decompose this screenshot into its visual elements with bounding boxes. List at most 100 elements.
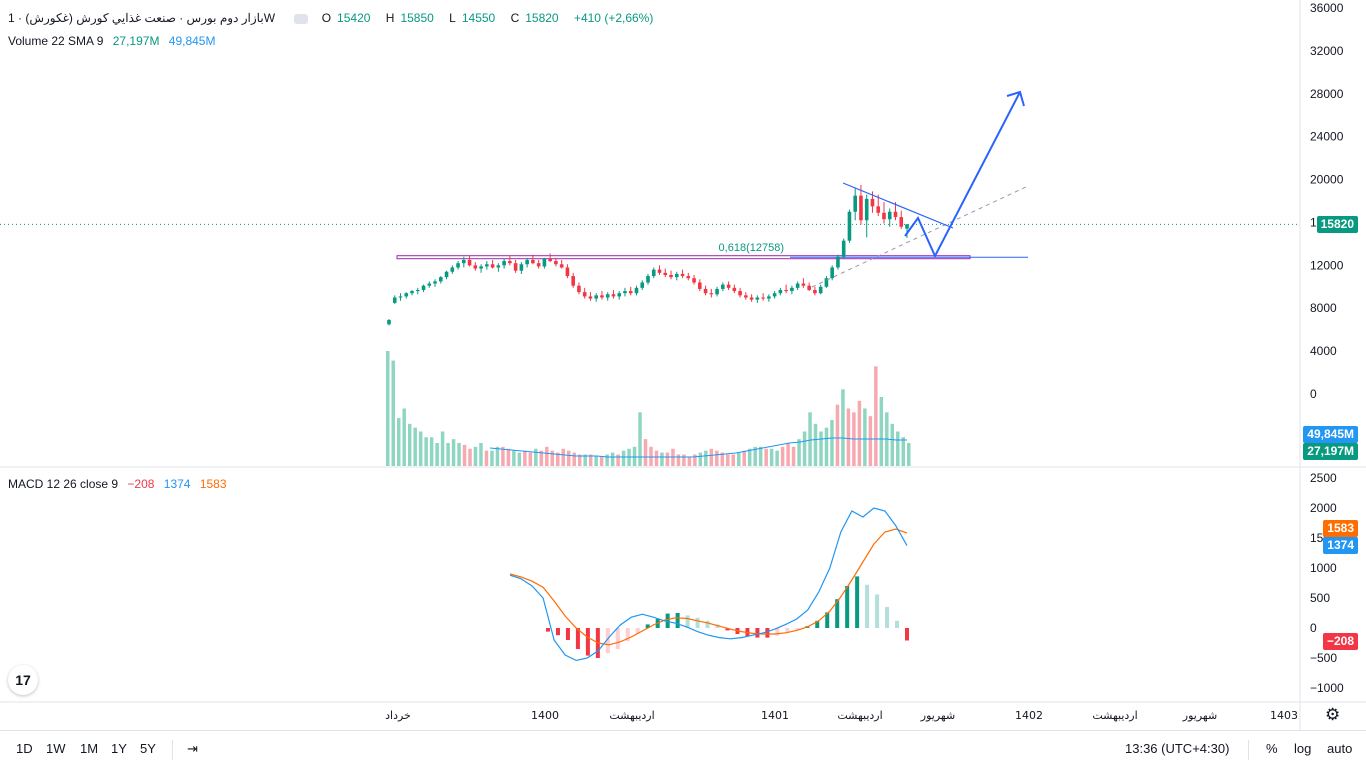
candle-body xyxy=(646,276,650,283)
volume-bar xyxy=(605,454,609,466)
volume-bar xyxy=(704,450,708,466)
macd-histogram-bar xyxy=(785,628,790,633)
auto-scale-toggle[interactable]: auto xyxy=(1327,741,1353,756)
macd-signal-value: 1583 xyxy=(199,477,227,491)
candle-body xyxy=(600,295,604,298)
volume-bar xyxy=(890,423,895,466)
volume-bar xyxy=(797,439,801,466)
settings-gear-icon[interactable]: ⚙ xyxy=(1325,705,1341,724)
volume-bar xyxy=(566,450,571,466)
candle-body xyxy=(548,258,552,262)
volume-bar xyxy=(896,431,900,466)
candle-body xyxy=(508,261,512,264)
volume-legend-value: 27,197M xyxy=(112,34,160,48)
volume-bar xyxy=(802,431,807,466)
timeframe-5y[interactable]: 5Y xyxy=(140,741,156,756)
candle-body xyxy=(617,293,622,297)
time-axis-label: شهريور xyxy=(920,709,955,722)
macd-hist-badge: −208 xyxy=(1322,633,1358,650)
candle-body xyxy=(674,273,679,278)
candle-body xyxy=(559,264,564,268)
volume-bar xyxy=(402,408,406,466)
candle-body xyxy=(456,263,460,268)
tradingview-logo[interactable]: 17 xyxy=(8,665,38,695)
volume-bar xyxy=(682,454,686,466)
candle-body xyxy=(663,272,668,275)
macd-axis-tick: −500 xyxy=(1310,651,1337,665)
macd-histogram-bar xyxy=(905,628,909,641)
candle-body xyxy=(605,294,610,298)
candle-body xyxy=(784,289,788,292)
price-axis-tick: 20000 xyxy=(1310,173,1344,187)
volume-bar xyxy=(835,404,840,466)
timeframe-1w[interactable]: 1W xyxy=(46,741,66,756)
legend-toggle-icon[interactable] xyxy=(294,13,309,24)
macd-axis-tick: 0 xyxy=(1310,621,1317,635)
candle-body xyxy=(709,293,714,295)
time-axis-label: ارديبهشت xyxy=(609,709,654,722)
symbol-title[interactable]: بازار دوم بورس · صنعت غذايي كورش (غكورش)… xyxy=(8,11,276,25)
candle-body xyxy=(651,269,656,277)
volume-bar xyxy=(424,437,428,466)
volume-bar xyxy=(764,448,768,466)
volume-bar xyxy=(506,448,511,466)
candle-body xyxy=(473,265,478,269)
volume-bar xyxy=(665,452,670,466)
volume-bar xyxy=(545,446,549,466)
volume-bar xyxy=(693,454,697,466)
macd-axis-tick: 1000 xyxy=(1310,561,1337,575)
volume-bar xyxy=(468,448,472,466)
macd-histogram-bar xyxy=(585,628,590,656)
candle-body xyxy=(565,267,570,277)
volume-bar xyxy=(490,450,494,466)
price-axis-tick: 32000 xyxy=(1310,44,1344,58)
candle-body xyxy=(531,259,535,264)
macd-legend[interactable]: MACD 12 26 close 9 −208 1374 1583 xyxy=(8,476,233,492)
timeframe-1y[interactable]: 1Y xyxy=(111,741,127,756)
candle-body xyxy=(864,198,869,221)
candle-body xyxy=(392,297,397,303)
volume-legend[interactable]: Volume 22 SMA 9 27,197M 49,845M xyxy=(8,33,221,49)
timeframe-1m[interactable]: 1M xyxy=(80,741,99,756)
volume-bar xyxy=(808,412,812,466)
volume-bar xyxy=(512,450,516,466)
candle-body xyxy=(882,212,886,220)
ohlc-open: O 15420 xyxy=(321,11,371,25)
timeframe-1d[interactable]: 1D xyxy=(16,741,33,756)
candle-body xyxy=(859,195,863,221)
descending-trendline xyxy=(842,182,954,229)
macd-histogram-bar xyxy=(895,620,900,628)
volume-bar xyxy=(907,443,911,466)
log-scale-toggle[interactable]: log xyxy=(1294,741,1312,756)
macd-histogram-bar xyxy=(885,607,890,628)
time-axis-label: 1403 xyxy=(1270,709,1298,722)
volume-bar xyxy=(638,412,642,466)
candle-body xyxy=(439,277,443,282)
volume-bar xyxy=(446,443,450,466)
volume-bar xyxy=(495,446,500,466)
volume-bar xyxy=(769,448,774,466)
candle-body xyxy=(588,296,593,299)
price-axis-tick: 28000 xyxy=(1310,87,1344,101)
volume-bar xyxy=(594,456,598,466)
macd-histogram-bar xyxy=(865,584,870,628)
macd-signal-line xyxy=(509,528,908,646)
chart-canvas[interactable]: 3600032000280002400020000160001200080004… xyxy=(0,0,1366,730)
timezone-clock[interactable]: 13:36 (UTC+4:30) xyxy=(1125,741,1230,756)
candle-body xyxy=(887,211,892,220)
candle-body xyxy=(721,284,725,289)
date-range-icon[interactable]: ⇥ xyxy=(187,741,198,756)
candle-body xyxy=(790,287,794,292)
percent-scale-toggle[interactable]: % xyxy=(1266,741,1278,756)
candle-body xyxy=(876,206,881,213)
macd-axis-tick: −1000 xyxy=(1310,681,1344,695)
volume-bar xyxy=(857,400,862,466)
volume-bar xyxy=(621,450,626,466)
macd-line xyxy=(509,507,908,662)
time-axis-label: 1400 xyxy=(531,709,559,722)
projection-arrow-path xyxy=(904,91,1021,259)
volume-bar xyxy=(599,456,604,466)
candle-body xyxy=(749,297,754,300)
volume-bar xyxy=(386,351,390,466)
candle-body xyxy=(398,296,403,298)
